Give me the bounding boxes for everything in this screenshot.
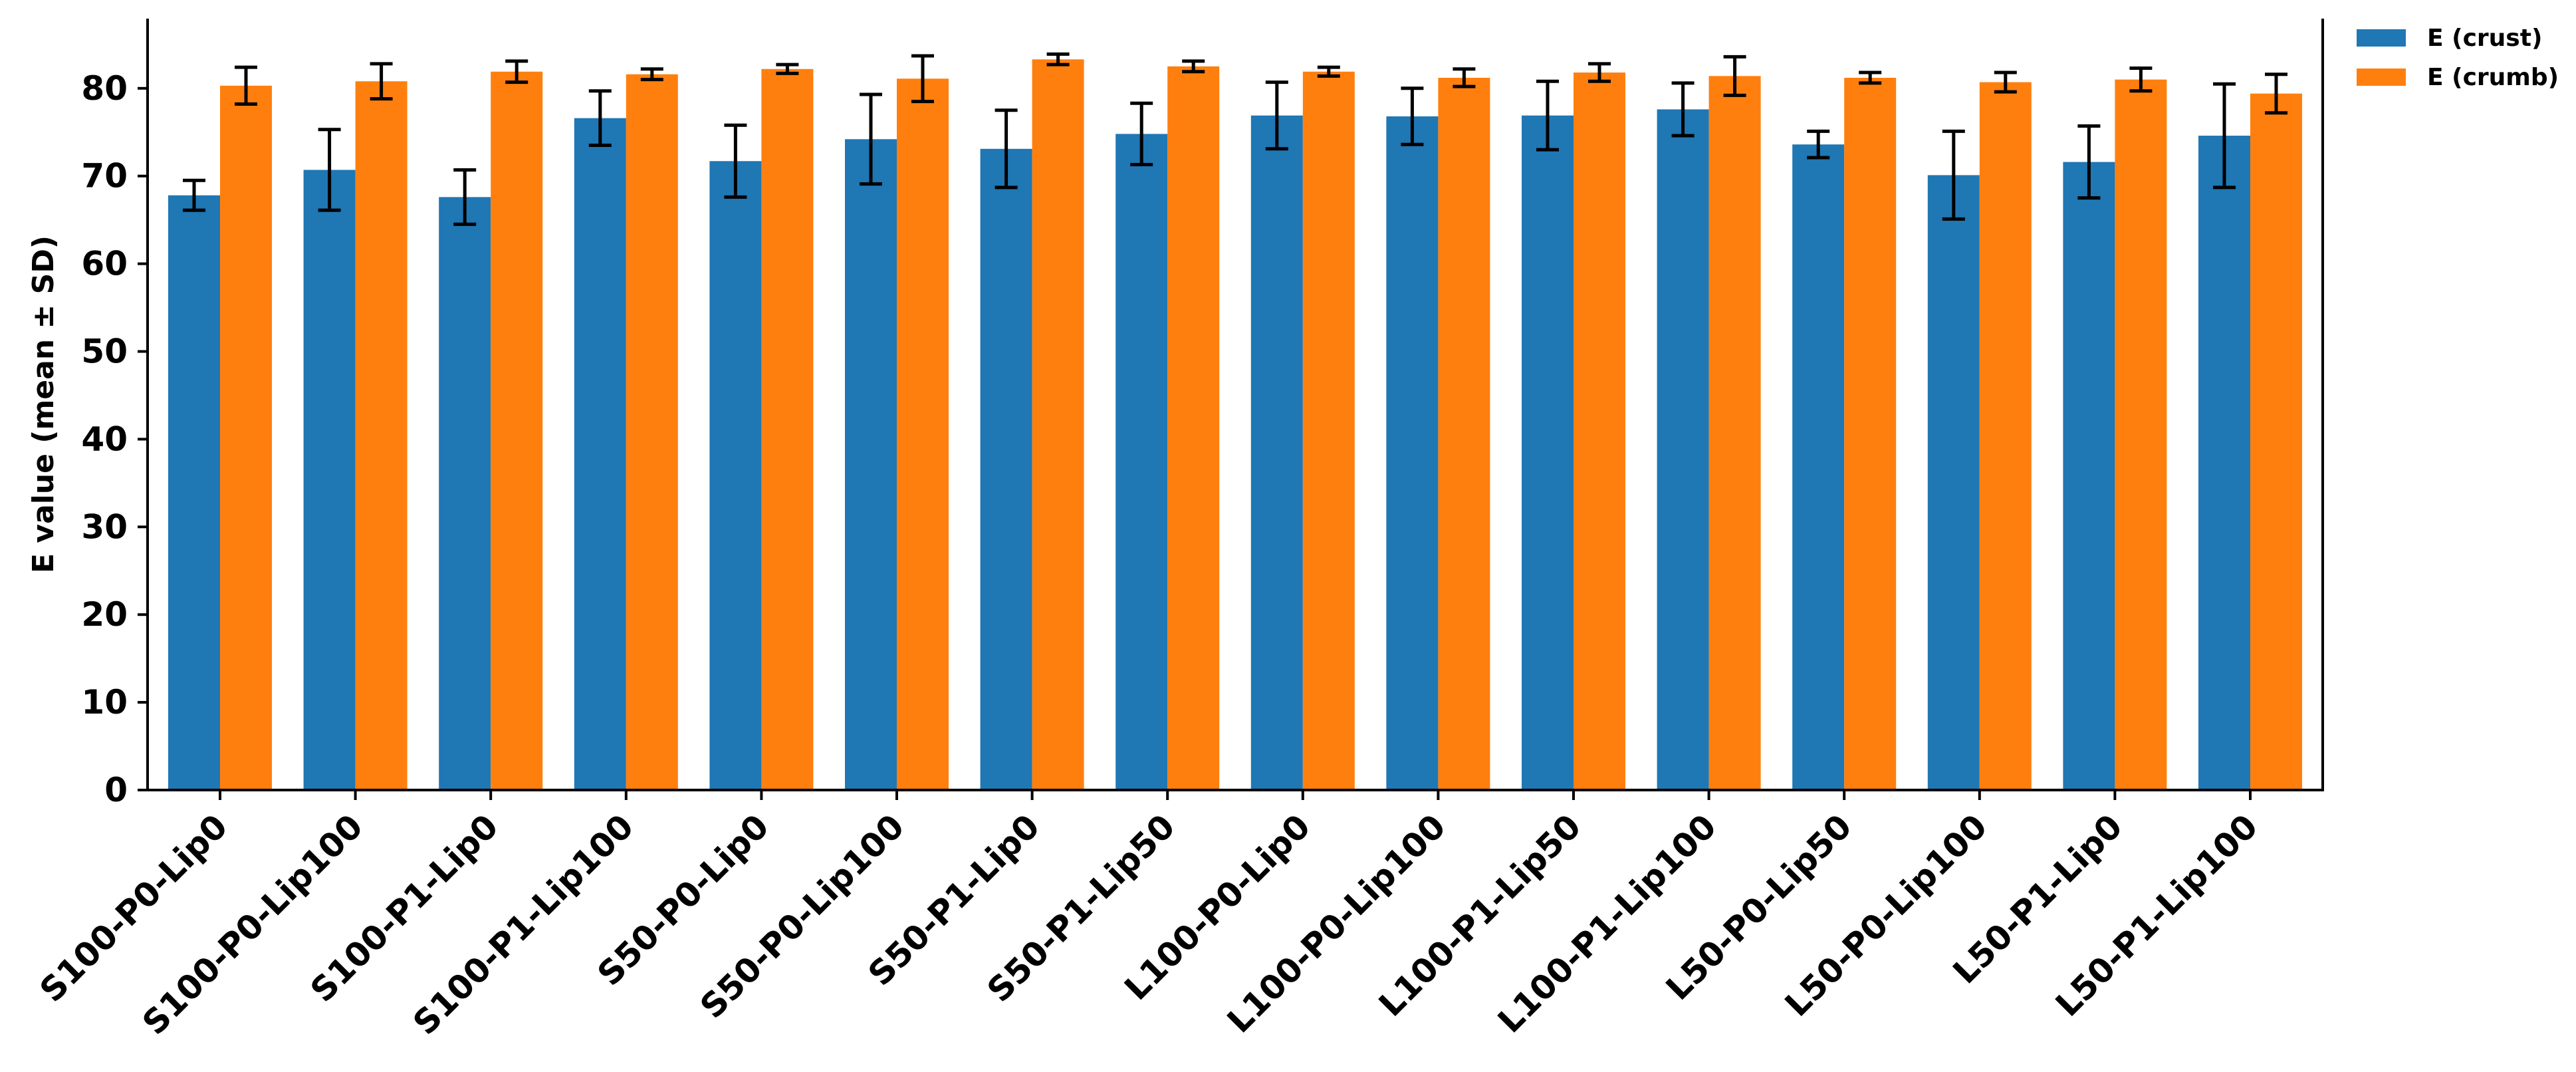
bar-crumb xyxy=(1574,72,1625,791)
error-bar-crust xyxy=(1807,129,1830,160)
error-bar-crust xyxy=(183,178,205,212)
bar-crumb xyxy=(1438,77,1490,790)
bar-crust xyxy=(845,139,897,790)
bar-crust xyxy=(1657,109,1709,790)
y-tick-label: 40 xyxy=(81,420,128,458)
error-bar-crust xyxy=(1942,129,1965,221)
bar-crust xyxy=(2198,136,2250,790)
bar-crumb xyxy=(626,74,678,790)
bar-crumb xyxy=(491,71,543,790)
error-bar-crumb xyxy=(1859,70,1882,85)
error-bars-layer xyxy=(183,52,2287,226)
error-bar-crumb xyxy=(2129,66,2153,93)
error-bar-crust xyxy=(1265,80,1288,151)
bar-crust xyxy=(2063,162,2115,790)
error-bar-crumb xyxy=(235,65,257,106)
y-ticks: 0 10 20 30 40 50 60 70 80 xyxy=(81,69,148,809)
error-bar-crumb xyxy=(1182,59,1205,74)
bar-crumb xyxy=(220,85,272,790)
error-bar-crust xyxy=(860,92,882,186)
error-bar-crust xyxy=(318,128,341,212)
bar-crumb xyxy=(897,78,949,790)
y-tick-label: 30 xyxy=(81,507,128,546)
error-bar-crust xyxy=(2077,124,2101,200)
bars-layer xyxy=(168,59,2302,791)
error-bar-crust xyxy=(1671,81,1695,138)
bar-crumb xyxy=(1708,76,1761,791)
bar-crumb xyxy=(1302,71,1355,790)
bar-crumb xyxy=(761,68,814,791)
x-tick-label: S100-P1-Lip100 xyxy=(406,807,641,1042)
bar-crumb xyxy=(355,81,408,790)
bar-crumb xyxy=(2250,93,2302,791)
y-tick-label: 20 xyxy=(81,595,128,634)
error-bar-crumb xyxy=(370,62,393,101)
bar-crust xyxy=(709,161,762,791)
bar-crust xyxy=(1792,144,1845,790)
bar-crumb xyxy=(1167,66,1220,791)
error-bar-crust xyxy=(2213,82,2236,190)
bar-crust xyxy=(574,118,626,790)
error-bar-crust xyxy=(995,108,1018,190)
y-axis-label: E value (mean ± SD) xyxy=(27,235,60,573)
error-bar-crumb xyxy=(2265,72,2287,115)
bar-crust xyxy=(980,148,1032,790)
legend-label-crumb: E (crumb) xyxy=(2427,64,2559,91)
error-bar-crust xyxy=(1536,79,1559,152)
error-bar-crumb xyxy=(505,59,528,84)
legend-swatch-crumb xyxy=(2357,68,2406,86)
y-tick-label: 60 xyxy=(81,245,128,283)
x-ticks: S100-P0-Lip0S100-P0-Lip100S100-P1-Lip0S1… xyxy=(33,790,2265,1042)
bar-crust xyxy=(439,197,491,791)
error-bar-crumb xyxy=(1317,65,1340,78)
error-bar-crumb xyxy=(776,63,799,75)
bar-crust xyxy=(168,195,220,790)
bar-crust xyxy=(1522,115,1574,791)
y-tick-label: 80 xyxy=(81,69,128,108)
bar-crumb xyxy=(1844,77,1897,790)
error-bar-crust xyxy=(724,123,747,199)
y-tick-label: 0 xyxy=(104,771,128,809)
x-tick-label: S100-P0-Lip100 xyxy=(135,807,370,1042)
error-bar-crumb xyxy=(1453,67,1476,88)
axes xyxy=(146,19,2324,791)
y-tick-label: 70 xyxy=(81,157,128,196)
bar-crust xyxy=(1115,134,1168,790)
error-bar-crumb xyxy=(640,67,663,82)
y-tick-label: 50 xyxy=(81,333,128,371)
bar-crumb xyxy=(1979,82,2032,790)
error-bar-crumb xyxy=(1046,52,1070,67)
error-bar-crust xyxy=(1401,86,1424,146)
error-bar-crust xyxy=(453,168,477,226)
bar-crumb xyxy=(2115,79,2167,791)
bar-crust xyxy=(1386,116,1439,790)
legend: E (crust) E (crumb) xyxy=(2357,25,2559,91)
bar-crust xyxy=(303,170,356,791)
error-bar-crumb xyxy=(1994,70,2017,94)
legend-swatch-crust xyxy=(2357,29,2406,47)
error-bar-crust xyxy=(588,89,612,148)
error-bar-crumb xyxy=(1588,62,1611,83)
bar-crust xyxy=(1250,115,1303,791)
error-bar-crumb xyxy=(1723,55,1746,97)
bar-crust xyxy=(1927,175,1980,791)
legend-label-crust: E (crust) xyxy=(2427,25,2542,52)
y-tick-label: 10 xyxy=(81,683,128,722)
error-bar-crumb xyxy=(911,54,934,104)
error-bar-crust xyxy=(1130,101,1153,167)
bar-crumb xyxy=(1032,59,1084,791)
